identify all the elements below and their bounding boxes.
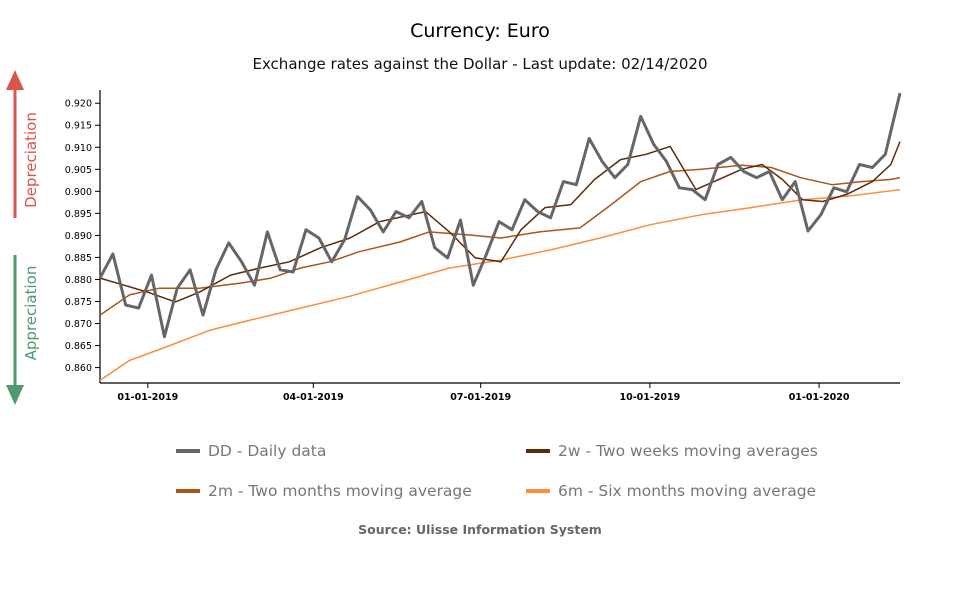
legend-swatch [176,489,200,493]
legend-item-2w[interactable]: 2w - Two weeks moving averages [526,442,818,460]
chart-title: Currency: Euro [410,20,550,42]
y-tick-label: 0.865 [65,341,92,352]
depreciation-label: Depreciation [22,112,40,208]
series-line-3 [99,188,901,382]
legend-swatch [526,489,550,493]
up-arrow-icon [6,70,24,90]
y-tick-label: 0.885 [65,253,92,264]
y-tick-label: 0.895 [65,209,92,220]
source-note: Source: Ulisse Information System [358,522,602,537]
x-tick-label: 10-01-2019 [619,392,680,403]
legend-label: 2m - Two months moving average [208,482,472,500]
y-tick-label: 0.910 [65,143,92,154]
y-tick-label: 0.860 [65,363,92,374]
y-tick-label: 0.905 [65,165,92,176]
appreciation-indicator: Appreciation [6,255,40,405]
legend-item-2m[interactable]: 2m - Two months moving average [176,482,472,500]
x-tick-label: 07-01-2019 [450,392,511,403]
legend-label: 6m - Six months moving average [558,482,817,500]
y-tick-label: 0.900 [65,187,92,198]
y-tick-label: 0.890 [65,231,92,242]
legend-label: 2w - Two weeks moving averages [558,442,818,460]
legend-swatch [526,449,550,453]
x-tick-label: 04-01-2019 [283,392,344,403]
legend-item-6m[interactable]: 6m - Six months moving average [526,482,816,500]
chart-subtitle: Exchange rates against the Dollar - Last… [252,55,708,73]
y-tick-label: 0.920 [65,99,92,110]
down-arrow-icon [6,385,24,405]
y-tick-label: 0.915 [65,121,92,132]
series-line-0 [98,92,902,339]
x-tick-label: 01-01-2019 [117,392,178,403]
x-tick-label: 01-01-2020 [789,392,850,403]
legend-swatch [176,449,200,453]
y-tick-label: 0.880 [65,275,92,286]
y-tick-label: 0.875 [65,297,92,308]
appreciation-label: Appreciation [22,266,40,361]
legend-label: DD - Daily data [208,442,327,460]
y-tick-label: 0.870 [65,319,92,330]
chart-plot: Depreciation Appreciation 0.860 0.865 0.87… [6,70,902,405]
legend-item-daily[interactable]: DD - Daily data [176,442,326,460]
series-line-2 [99,164,901,316]
depreciation-indicator: Depreciation [6,70,40,218]
